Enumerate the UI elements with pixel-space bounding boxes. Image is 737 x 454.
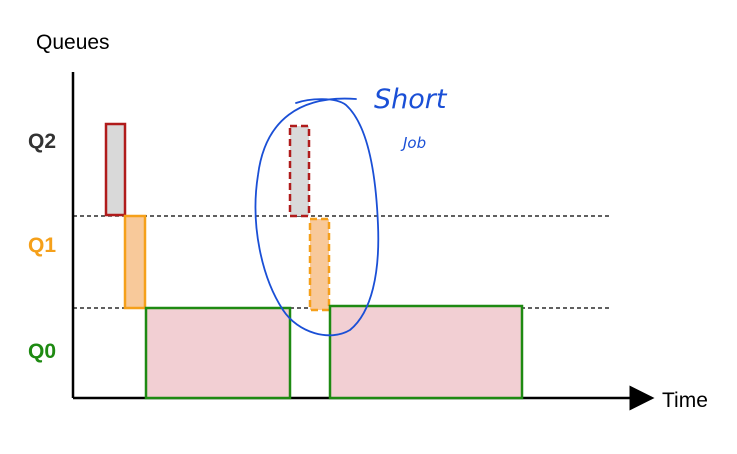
short-job-annotation-loop [254, 97, 380, 337]
annotation-job: Job [400, 134, 426, 152]
x-axis-title: Time [662, 389, 708, 412]
long-job-q0-block-1 [144, 306, 292, 400]
short-job-q2-block [288, 124, 311, 218]
annotation-short: Short [374, 84, 448, 115]
queue-label-q1: Q1 [28, 234, 56, 257]
short-job-q1-block [308, 217, 331, 312]
queue-label-q2: Q2 [28, 130, 56, 153]
queue-label-q0: Q0 [28, 340, 56, 363]
y-axis-title: Queues [36, 31, 110, 54]
long-job-q0-block-2 [328, 304, 524, 400]
long-job-q2-block [104, 122, 127, 217]
long-job-q1-block [123, 214, 147, 310]
